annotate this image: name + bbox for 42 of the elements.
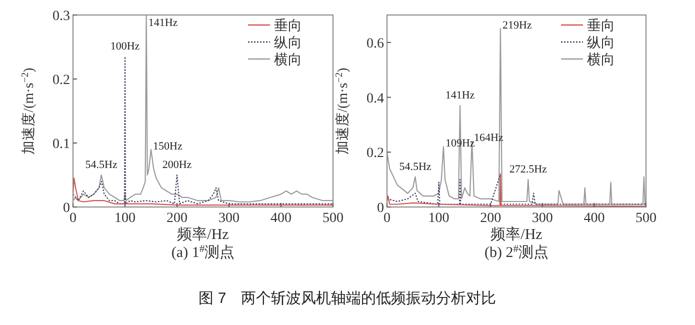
caption: 图 7 两个斩波风机轴端的低频振动分析对比 — [198, 290, 496, 307]
y-tick-label: 0.6 — [366, 36, 384, 52]
x-tick-label: 500 — [636, 211, 656, 226]
x-tick-label: 100 — [114, 211, 136, 226]
y-tick-label: 0.3 — [52, 9, 70, 24]
legend-label: 纵向 — [587, 34, 615, 50]
x-tick-label: 400 — [584, 211, 605, 226]
y-tick-label: 0.1 — [52, 137, 70, 152]
legend-label: 垂向 — [274, 17, 302, 33]
x-tick-label: 300 — [218, 211, 240, 226]
x-tick-label: 100 — [428, 211, 450, 226]
annotation: 100Hz — [110, 40, 140, 53]
y-tick-label: 0.4 — [366, 91, 384, 106]
y-tick-label: 0 — [377, 201, 384, 216]
x-axis-title: 频率/Hz — [490, 226, 543, 243]
line-series — [73, 15, 333, 202]
y-tick-label: 0.2 — [366, 146, 384, 162]
annotation: 141Hz — [148, 17, 178, 29]
annotation: 54.5Hz — [399, 160, 432, 173]
x-axis-title: 频率/Hz — [177, 226, 230, 243]
legend-label: 横向 — [587, 51, 615, 67]
line-series — [73, 178, 333, 206]
annotation: 219Hz — [502, 20, 532, 32]
text: (a) 1$^{#}$测点 — [171, 244, 235, 261]
annotation: 141Hz — [445, 90, 475, 102]
annotation: 272.5Hz — [509, 164, 548, 176]
x-tick-label: 300 — [532, 211, 553, 226]
annotation: 109Hz — [445, 138, 475, 150]
annotation: 164Hz — [474, 132, 504, 144]
text: (b) 2$^{#}$测点 — [484, 244, 548, 261]
x-tick-label: 200 — [480, 211, 502, 226]
legend-label: 垂向 — [587, 17, 615, 33]
legend-label: 纵向 — [274, 34, 302, 50]
annotation: 54.5Hz — [85, 159, 118, 171]
y-tick-label: 0.2 — [52, 73, 70, 88]
legend-label: 横向 — [274, 51, 302, 67]
y-tick-label: 0 — [63, 201, 70, 216]
x-tick-label: 400 — [270, 211, 292, 226]
annotation: 200Hz — [162, 159, 192, 171]
annotation: 150Hz — [153, 140, 182, 152]
x-tick-label: 500 — [322, 211, 344, 226]
x-tick-label: 200 — [166, 211, 188, 226]
